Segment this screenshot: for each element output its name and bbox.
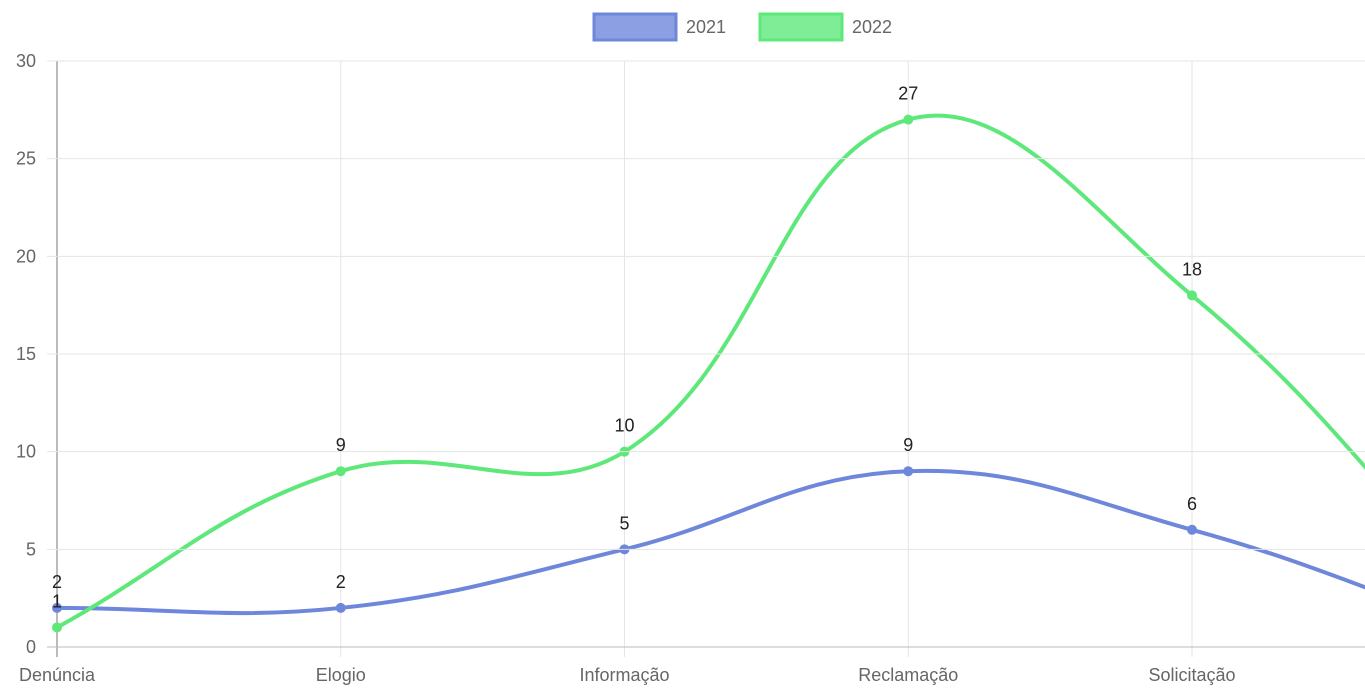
line-1 — [56, 113, 1365, 630]
y-tick-label: 25 — [16, 149, 36, 169]
x-tick-label: Reclamação — [858, 665, 958, 685]
legend-swatch — [758, 12, 844, 42]
x-tick-label: Denúncia — [19, 665, 96, 685]
y-tick-label: 5 — [26, 539, 36, 559]
legend-swatch — [592, 12, 678, 42]
point — [903, 114, 914, 125]
point — [335, 466, 346, 477]
data-label: 2 — [336, 572, 346, 592]
point — [903, 466, 914, 477]
legend-label: 2022 — [852, 17, 892, 37]
point — [1187, 524, 1197, 535]
point — [335, 602, 346, 613]
data-label: 6 — [1187, 494, 1197, 514]
data-label: 18 — [1182, 259, 1202, 279]
data-label: 9 — [903, 435, 913, 455]
data-label: 27 — [898, 84, 918, 104]
x-tick-label: Elogio — [316, 665, 366, 685]
line-0 — [56, 468, 1365, 616]
point — [1187, 290, 1197, 301]
y-tick-label: 0 — [26, 637, 36, 657]
x-tick-label: Solicitação — [1148, 665, 1235, 685]
y-tick-label: 20 — [16, 246, 36, 266]
data-label: 9 — [336, 435, 346, 455]
point — [52, 622, 62, 633]
data-label: 5 — [619, 513, 629, 533]
x-tick-label: Informação — [579, 665, 669, 685]
data-label: 1 — [52, 591, 62, 611]
data-label: 2 — [52, 572, 62, 592]
plot: 225961191027183 — [52, 61, 1365, 657]
legend-label: 2021 — [686, 17, 726, 37]
y-tick-label: 10 — [16, 442, 36, 462]
y-tick-label: 15 — [16, 344, 36, 364]
data-label: 10 — [614, 416, 634, 436]
point — [52, 602, 62, 613]
y-tick-label: 30 — [16, 51, 36, 71]
